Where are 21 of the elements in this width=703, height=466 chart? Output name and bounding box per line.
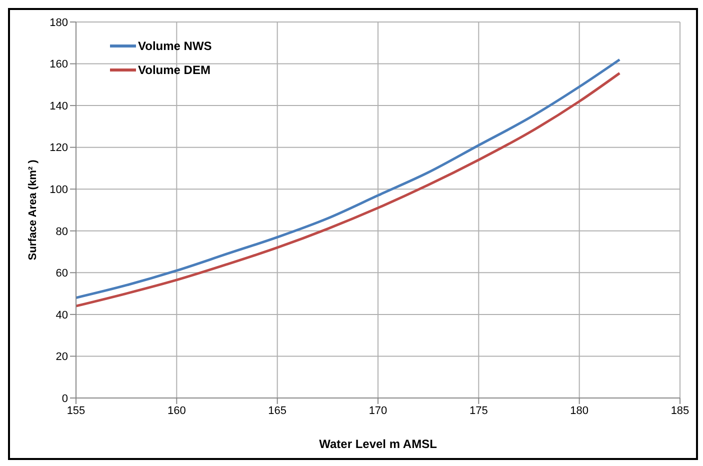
- y-tick-label: 140: [50, 100, 68, 112]
- y-tick-label: 40: [56, 309, 68, 322]
- x-tick-label: 180: [570, 404, 589, 417]
- x-axis-title: Water Level m AMSL: [319, 437, 437, 451]
- y-tick-label: 160: [50, 58, 68, 71]
- y-tick-label: 0: [62, 392, 68, 405]
- y-axis-title: Surface Area (km² ): [27, 159, 39, 260]
- x-tick-label: 170: [368, 404, 388, 417]
- y-tick-label: 180: [50, 16, 68, 29]
- legend-label: Volume DEM: [138, 62, 210, 79]
- y-tick-label: 20: [56, 351, 68, 364]
- y-tick-label: 60: [56, 268, 68, 280]
- x-tick-label: 155: [66, 404, 86, 417]
- y-tick-label: 100: [50, 184, 68, 196]
- x-tick-label: 185: [670, 404, 690, 417]
- x-tick-label: 165: [268, 404, 287, 417]
- legend-label: Volume NWS: [138, 38, 212, 55]
- x-tick-label: 160: [167, 404, 186, 417]
- y-tick-label: 80: [56, 226, 68, 238]
- x-tick-label: 175: [469, 404, 488, 417]
- y-tick-label: 120: [50, 142, 68, 154]
